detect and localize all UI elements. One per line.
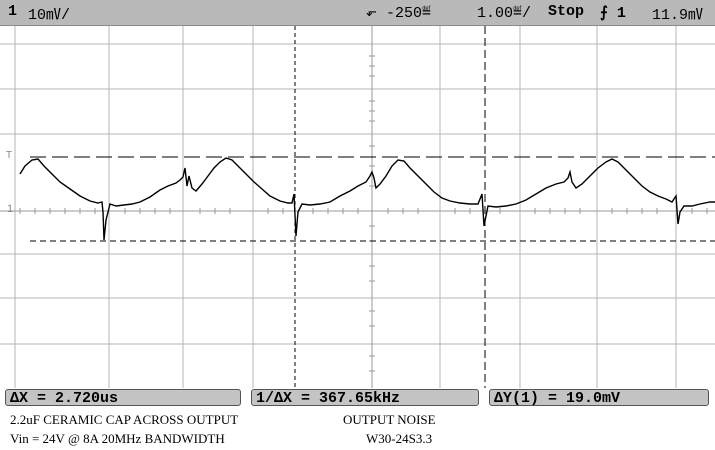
trigger-position-icon: ⬐ xyxy=(366,5,377,20)
caption-line2-right: W30-24S3.3 xyxy=(366,431,433,446)
delta-y-label: ΔY(1) = 19.0mV xyxy=(494,390,621,406)
cursors xyxy=(30,26,715,388)
caption-line1-right: OUTPUT NOISE xyxy=(343,412,436,427)
channel-ground-marker: 1 xyxy=(7,203,13,215)
channel-number[interactable]: 1 xyxy=(8,3,18,20)
trigger-level[interactable]: 11.9㎷ xyxy=(652,7,704,24)
channel1-trace xyxy=(19,157,715,241)
inverse-delta-x-label: 1/ΔX = 367.65kHz xyxy=(256,390,401,406)
delta-x-label: ΔX = 2.720us xyxy=(10,390,119,406)
graticule-grid xyxy=(0,26,715,388)
delta-x-measurement[interactable]: ΔX = 2.720us xyxy=(5,389,241,406)
measurement-bar: ΔX = 2.720us 1/ΔX = 367.65kHz ΔY(1) = 19… xyxy=(0,388,715,408)
trigger-source[interactable]: ⨍ 1 xyxy=(600,5,626,22)
scope-status-bar: 1 10㎷/ ⬐ -250≝ 1.00≝/ Stop ⨍ 1 11.9㎷ xyxy=(0,0,715,26)
time-per-division[interactable]: 1.00≝/ xyxy=(477,5,532,22)
run-status[interactable]: Stop xyxy=(548,3,585,20)
inverse-delta-x-measurement[interactable]: 1/ΔX = 367.65kHz xyxy=(251,389,479,406)
trigger-level-marker: T xyxy=(6,150,12,161)
delta-y-measurement[interactable]: ΔY(1) = 19.0mV xyxy=(489,389,709,406)
volts-per-division[interactable]: 10㎷/ xyxy=(28,7,71,24)
caption-line1-left: 2.2uF CERAMIC CAP ACROSS OUTPUT xyxy=(10,412,239,427)
caption-line2-left: Vin = 24V @ 8A 20MHz BANDWIDTH xyxy=(10,431,225,446)
horizontal-delay[interactable]: -250≝ xyxy=(386,5,432,22)
left-markers: T 1 xyxy=(6,150,13,215)
waveform-display[interactable]: T 1 xyxy=(0,26,715,388)
axis-ticks xyxy=(19,55,708,372)
caption-area: 2.2uF CERAMIC CAP ACROSS OUTPUT OUTPUT N… xyxy=(0,408,715,450)
